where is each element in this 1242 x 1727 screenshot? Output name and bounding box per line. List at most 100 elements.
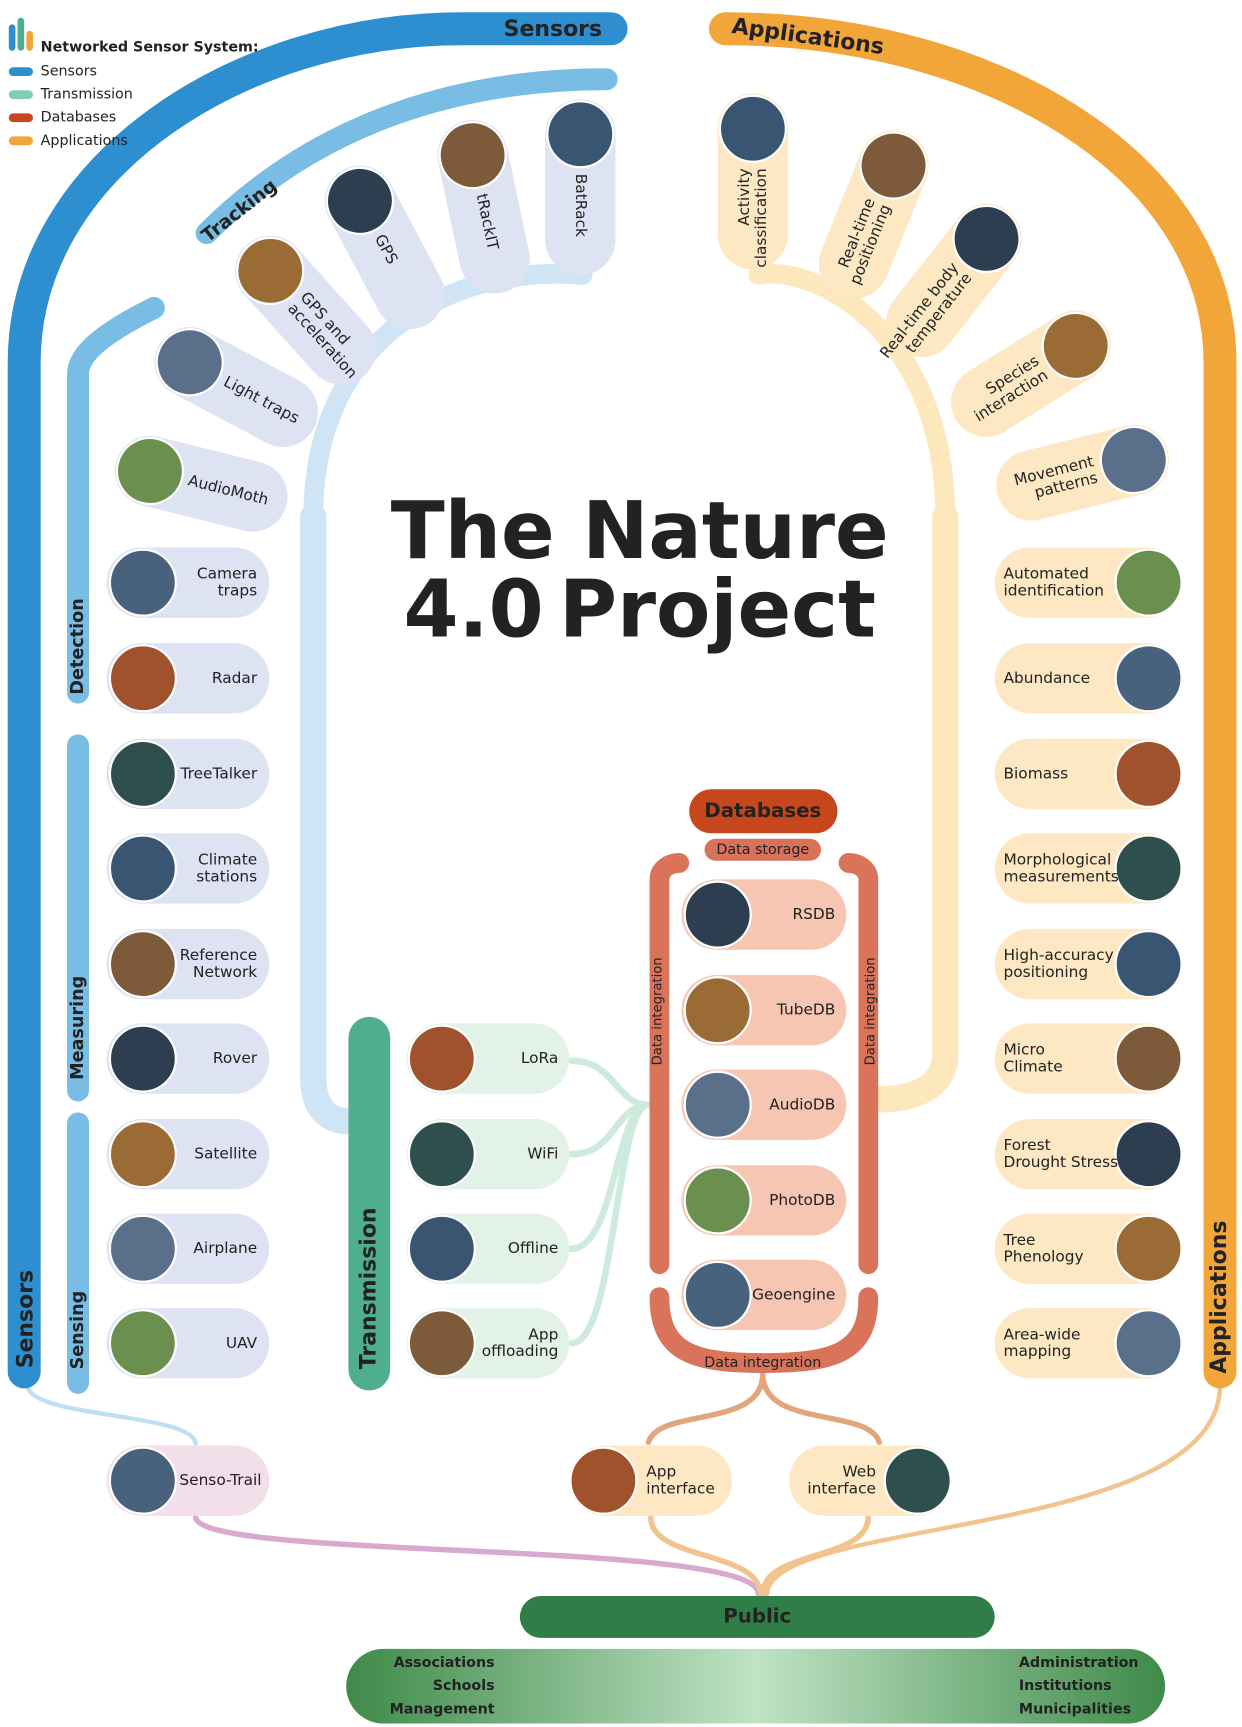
label: Camera (197, 565, 257, 583)
label: TreeTalker (179, 764, 257, 782)
photo (685, 1167, 751, 1233)
photo (1116, 835, 1182, 901)
photo (409, 1216, 475, 1282)
label: Detection (68, 598, 88, 694)
label: Databases (704, 799, 821, 822)
item: AudioMoth (107, 428, 295, 539)
label: Geoengine (752, 1285, 835, 1303)
label: Schools (433, 1678, 495, 1694)
item: Abundance (995, 643, 1182, 713)
photo (570, 1448, 636, 1514)
label: Senso-Trail (179, 1471, 261, 1489)
photo (1116, 550, 1182, 616)
item: Satellite (107, 1119, 270, 1189)
label: Web (842, 1463, 876, 1481)
photo (685, 1262, 751, 1328)
diagram: Networked Sensor System: Sensors Transmiss… (0, 0, 1242, 1727)
label: PhotoDB (769, 1191, 835, 1209)
label: WiFi (527, 1145, 558, 1163)
label: Databases (41, 110, 117, 126)
label: Data storage (716, 842, 809, 858)
item: Climatestations (107, 833, 270, 903)
photo (409, 1310, 475, 1376)
item: ForestDrought Stress (995, 1119, 1182, 1189)
item: Senso-Trail (107, 1445, 270, 1515)
photo (1116, 1310, 1182, 1376)
label: measurements (1003, 867, 1118, 885)
photo (110, 1448, 176, 1514)
label: Climate (198, 850, 257, 868)
legend-logo (9, 18, 33, 51)
photo (110, 645, 176, 711)
page: {"legend": {"title": "Networked Sensor S… (0, 0, 1242, 1727)
photo (1116, 741, 1182, 807)
photo (1116, 1216, 1182, 1282)
label: Public (723, 1604, 791, 1627)
label: Forest (1003, 1136, 1050, 1154)
item: ReferenceNetwork (107, 929, 270, 999)
label: Drought Stress (1003, 1153, 1118, 1171)
item: High-accuracypositioning (995, 929, 1182, 999)
item: Biomass (995, 739, 1182, 809)
label: App (646, 1463, 676, 1481)
label: Data integration (863, 957, 878, 1065)
item: WiFi (407, 1119, 570, 1189)
label: identification (1003, 582, 1104, 600)
label: Automated (1003, 565, 1088, 583)
photo (1116, 931, 1182, 997)
item: LoRa (407, 1023, 570, 1093)
label: Transmission (356, 1207, 381, 1369)
label: UAV (226, 1334, 258, 1352)
label: Associations (394, 1655, 495, 1671)
photo (110, 550, 176, 616)
label: classification (752, 168, 770, 267)
label: Sensors (41, 64, 97, 80)
label: Radar (212, 669, 258, 687)
label: Airplane (193, 1239, 257, 1257)
photo (1116, 1121, 1182, 1187)
photo (110, 741, 176, 807)
photo (110, 1026, 176, 1092)
label: Network (193, 963, 257, 981)
photo (409, 1026, 475, 1092)
photo (885, 1448, 951, 1514)
label: LoRa (521, 1049, 558, 1067)
label: stations (196, 867, 257, 885)
label: RSDB (792, 905, 835, 923)
label: Activity (735, 168, 753, 226)
label: traps (218, 582, 258, 600)
label: Reference (180, 946, 257, 964)
label: Networked Sensor System: (41, 39, 259, 55)
label: Offline (508, 1239, 558, 1257)
label: Area-wide (1003, 1325, 1080, 1343)
label: Morphological (1003, 850, 1111, 868)
photo (685, 977, 751, 1043)
item: TreeTalker (107, 739, 270, 809)
label: App (528, 1325, 558, 1343)
label: Transmission (40, 87, 133, 103)
label: interface (646, 1480, 715, 1498)
photo (1116, 645, 1182, 711)
label: Data integration (704, 1355, 821, 1371)
label: Abundance (1003, 669, 1090, 687)
legend-swatch (9, 67, 33, 76)
label: TubeDB (776, 1001, 835, 1019)
label: Sensors (504, 17, 602, 42)
legend-swatch (9, 90, 33, 99)
item: Rover (107, 1023, 270, 1093)
label: Satellite (194, 1145, 257, 1163)
label: Institutions (1019, 1678, 1112, 1694)
label: Climate (1003, 1058, 1062, 1076)
photo (110, 1216, 176, 1282)
title-word: Project (559, 564, 876, 656)
photo (685, 1072, 751, 1138)
item: TubeDB (681, 975, 846, 1045)
item: PhotoDB (681, 1165, 846, 1235)
label: Micro (1003, 1041, 1044, 1059)
